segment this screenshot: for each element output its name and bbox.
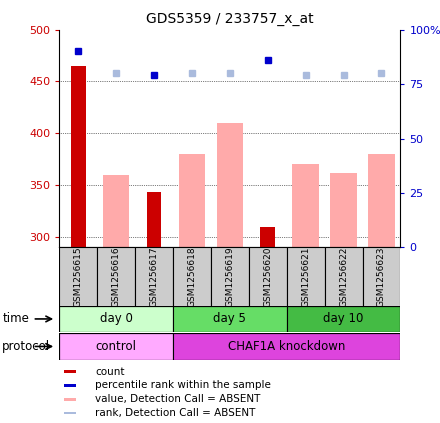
Text: day 10: day 10: [323, 313, 364, 325]
Bar: [260, 227, 275, 247]
Bar: [179, 154, 205, 247]
Bar: [64, 370, 76, 373]
Bar: [368, 154, 395, 247]
Bar: [173, 333, 400, 360]
Bar: [64, 384, 76, 387]
Text: time: time: [2, 313, 29, 325]
Text: GSM1256622: GSM1256622: [339, 247, 348, 307]
Bar: [97, 247, 135, 307]
Text: GSM1256615: GSM1256615: [74, 247, 83, 308]
Text: GSM1256621: GSM1256621: [301, 247, 310, 308]
Bar: [211, 247, 249, 307]
Text: GSM1256618: GSM1256618: [187, 247, 197, 308]
Text: GSM1256620: GSM1256620: [263, 247, 272, 308]
Bar: [287, 247, 325, 307]
Text: GSM1256616: GSM1256616: [112, 247, 121, 308]
Text: GSM1256619: GSM1256619: [225, 247, 235, 308]
Title: GDS5359 / 233757_x_at: GDS5359 / 233757_x_at: [146, 12, 314, 26]
Text: value, Detection Call = ABSENT: value, Detection Call = ABSENT: [95, 394, 261, 404]
Text: day 5: day 5: [213, 313, 246, 325]
Text: GSM1256617: GSM1256617: [150, 247, 159, 308]
Bar: [287, 306, 400, 332]
Bar: [59, 247, 97, 307]
Bar: [330, 173, 357, 247]
Bar: [249, 247, 287, 307]
Text: GSM1256623: GSM1256623: [377, 247, 386, 308]
Text: rank, Detection Call = ABSENT: rank, Detection Call = ABSENT: [95, 408, 256, 418]
Text: percentile rank within the sample: percentile rank within the sample: [95, 380, 271, 390]
Bar: [173, 247, 211, 307]
Text: day 0: day 0: [100, 313, 133, 325]
Bar: [71, 66, 86, 247]
Text: CHAF1A knockdown: CHAF1A knockdown: [228, 340, 345, 353]
Bar: [135, 247, 173, 307]
Text: protocol: protocol: [2, 340, 50, 353]
Bar: [173, 306, 287, 332]
Bar: [64, 412, 76, 415]
Text: count: count: [95, 367, 125, 376]
Bar: [103, 175, 129, 247]
Text: control: control: [96, 340, 137, 353]
Bar: [293, 165, 319, 247]
Bar: [325, 247, 363, 307]
Bar: [216, 123, 243, 247]
Bar: [363, 247, 400, 307]
Bar: [59, 306, 173, 332]
Bar: [59, 333, 173, 360]
Bar: [64, 398, 76, 401]
Bar: [147, 192, 161, 247]
